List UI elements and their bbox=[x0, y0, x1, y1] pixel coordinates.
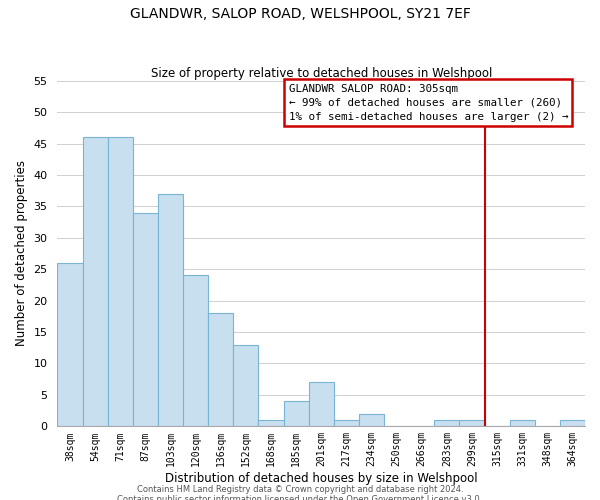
Bar bbox=[460, 420, 485, 426]
Bar bbox=[308, 382, 334, 426]
Text: Contains HM Land Registry data © Crown copyright and database right 2024.: Contains HM Land Registry data © Crown c… bbox=[137, 485, 463, 494]
Title: Size of property relative to detached houses in Welshpool: Size of property relative to detached ho… bbox=[151, 66, 492, 80]
Bar bbox=[434, 420, 460, 426]
Bar bbox=[158, 194, 183, 426]
Bar bbox=[58, 263, 83, 426]
Bar bbox=[107, 137, 133, 426]
Bar bbox=[284, 401, 308, 426]
Bar bbox=[560, 420, 585, 426]
Bar bbox=[183, 276, 208, 426]
Bar bbox=[133, 212, 158, 426]
Bar bbox=[208, 313, 233, 426]
X-axis label: Distribution of detached houses by size in Welshpool: Distribution of detached houses by size … bbox=[165, 472, 478, 485]
Bar bbox=[259, 420, 284, 426]
Bar bbox=[509, 420, 535, 426]
Bar bbox=[233, 344, 259, 426]
Bar bbox=[359, 414, 384, 426]
Bar bbox=[334, 420, 359, 426]
Bar bbox=[83, 137, 107, 426]
Y-axis label: Number of detached properties: Number of detached properties bbox=[15, 160, 28, 346]
Text: GLANDWR, SALOP ROAD, WELSHPOOL, SY21 7EF: GLANDWR, SALOP ROAD, WELSHPOOL, SY21 7EF bbox=[130, 8, 470, 22]
Text: GLANDWR SALOP ROAD: 305sqm
← 99% of detached houses are smaller (260)
1% of semi: GLANDWR SALOP ROAD: 305sqm ← 99% of deta… bbox=[289, 84, 568, 122]
Text: Contains public sector information licensed under the Open Government Licence v3: Contains public sector information licen… bbox=[118, 495, 482, 500]
